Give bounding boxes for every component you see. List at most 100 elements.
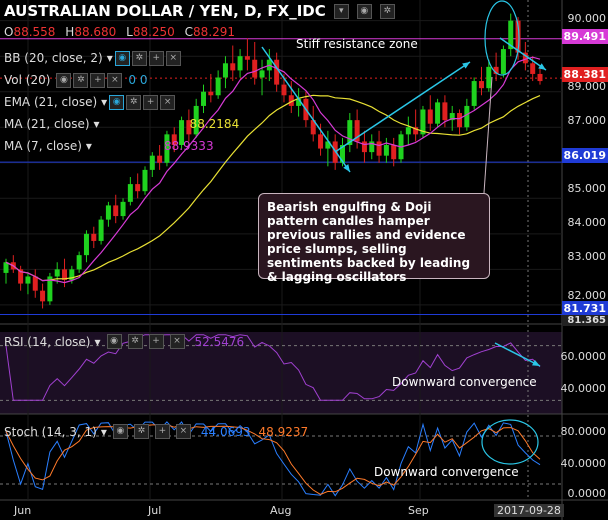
chevron-down-icon[interactable]: ▾ xyxy=(94,334,101,349)
candle-body xyxy=(493,66,499,74)
candle-body xyxy=(193,105,199,135)
x-tick: Jul xyxy=(148,504,162,517)
candle-body xyxy=(252,59,258,78)
candle-body xyxy=(54,269,60,277)
plus-icon[interactable]: + xyxy=(154,424,170,439)
plus-icon[interactable]: + xyxy=(143,94,159,110)
eye-icon[interactable]: ◉ xyxy=(109,94,125,110)
candle-body xyxy=(522,52,528,64)
candle-body xyxy=(142,169,148,192)
ohlc-key: H xyxy=(65,25,75,39)
candle-body xyxy=(310,120,316,135)
indicator-row-ma7[interactable]: MA (7, close) ▾ 88.9333 xyxy=(4,138,214,154)
candle-body xyxy=(105,205,111,220)
dropdown-icon[interactable]: ▾ xyxy=(333,3,349,19)
close-icon[interactable]: × xyxy=(169,334,185,349)
rsi-tick: 60.0000 xyxy=(560,350,607,363)
candle-body xyxy=(478,81,484,89)
rsi-title[interactable]: RSI (14, close) ▾ ◉ ✲ + × 52.5476 xyxy=(4,334,244,349)
chevron-down-icon[interactable]: ▾ xyxy=(101,95,108,109)
candle-body xyxy=(215,77,221,96)
price-tag-last: 88.381 xyxy=(562,67,608,82)
resistance-annotation: Stiff resistance zone xyxy=(296,37,418,51)
eye-icon[interactable]: ◉ xyxy=(114,50,130,66)
candle-body xyxy=(391,145,397,160)
gear-icon[interactable]: ✲ xyxy=(133,424,149,439)
x-tick: Aug xyxy=(270,504,292,517)
candle-body xyxy=(530,63,536,74)
candle-body xyxy=(47,276,53,302)
indicator-row-bb[interactable]: BB (20, close, 2) ▾ ◉ ✲ + × xyxy=(4,50,181,66)
candle-body xyxy=(486,66,492,89)
candle-body xyxy=(442,102,448,121)
rsi-tick: 40.0000 xyxy=(560,382,607,395)
candle-body xyxy=(420,109,426,135)
chevron-down-icon[interactable]: ▾ xyxy=(85,139,92,153)
indicator-value: 0 0 xyxy=(128,73,148,87)
stoch-tick: 0.0000 xyxy=(567,487,607,500)
stoch-highlight xyxy=(481,419,539,465)
chevron-down-icon[interactable]: ▾ xyxy=(106,51,113,65)
gear-icon[interactable]: ✲ xyxy=(73,72,89,88)
candle-body xyxy=(508,20,514,50)
close-icon[interactable]: × xyxy=(165,50,181,66)
candle-body xyxy=(361,141,367,153)
close-icon[interactable]: × xyxy=(175,424,191,439)
indicator-row-ema[interactable]: EMA (21, close) ▾ ◉ ✲ + × xyxy=(4,94,176,110)
plus-icon[interactable]: + xyxy=(148,50,164,66)
plus-icon[interactable]: + xyxy=(90,72,106,88)
candle-body xyxy=(435,102,441,124)
indicator-row-vol[interactable]: Vol (20) ◉ ✲ + × 0 0 xyxy=(4,72,148,88)
stoch-label: Stoch (14, 3, 1) xyxy=(4,424,97,439)
rsi-annotation: Downward convergence xyxy=(392,375,537,389)
candle-body xyxy=(149,155,155,170)
uptrend-arrow xyxy=(334,61,471,153)
reversal-arrow xyxy=(499,37,547,71)
price-tag-resistance: 89.491 xyxy=(562,29,608,44)
indicator-label: EMA (21, close) xyxy=(4,95,98,109)
gear-icon[interactable]: ✲ xyxy=(127,334,143,349)
rsi-divergence-arrow-head xyxy=(532,359,540,366)
candle-body xyxy=(171,134,177,146)
candle-body xyxy=(383,145,389,156)
candle-body xyxy=(179,120,185,146)
gear-icon[interactable]: ✲ xyxy=(379,3,395,19)
price-tag-min: 81.365 xyxy=(562,315,608,326)
candle-body xyxy=(25,276,31,284)
gear-icon[interactable]: ✲ xyxy=(131,50,147,66)
candle-body xyxy=(120,201,126,217)
indicator-row-ma21[interactable]: MA (21, close) ▾ 88.2184 xyxy=(4,116,239,132)
x-tick-date: 2017-09-28 xyxy=(494,504,564,517)
candle-body xyxy=(354,120,360,142)
candle-body xyxy=(427,109,433,124)
x-tick: Sep xyxy=(408,504,429,517)
candle-body xyxy=(471,81,477,106)
ma7-line xyxy=(5,56,541,284)
candle-body xyxy=(76,255,82,270)
close-icon[interactable]: × xyxy=(107,72,123,88)
plus-icon[interactable]: + xyxy=(148,334,164,349)
candle-body xyxy=(457,113,463,128)
stoch-title[interactable]: Stoch (14, 3, 1) ▾ ◉ ✲ + × 44.0693 48.9237 xyxy=(4,424,308,439)
gear-icon[interactable]: ✲ xyxy=(126,94,142,110)
stoch-k-line xyxy=(5,421,541,497)
candle-body xyxy=(500,49,506,74)
eye-icon[interactable]: ◉ xyxy=(356,3,372,19)
candle-body xyxy=(281,84,287,96)
eye-icon[interactable]: ◉ xyxy=(56,72,72,88)
candle-body xyxy=(208,91,214,96)
eye-icon[interactable]: ◉ xyxy=(112,424,128,439)
candle-body xyxy=(537,73,543,82)
close-icon[interactable]: × xyxy=(160,94,176,110)
candle-body xyxy=(40,290,46,302)
candle-body xyxy=(69,269,75,281)
ohlc-key: C xyxy=(184,25,194,39)
ma21-line xyxy=(5,94,541,282)
chevron-down-icon[interactable]: ▾ xyxy=(93,117,100,131)
chevron-down-icon[interactable]: ▾ xyxy=(100,424,107,439)
candle-body xyxy=(157,155,163,163)
ohlc-value: 88.680 xyxy=(74,25,117,39)
candle-body xyxy=(318,134,324,149)
eye-icon[interactable]: ◉ xyxy=(106,334,122,349)
